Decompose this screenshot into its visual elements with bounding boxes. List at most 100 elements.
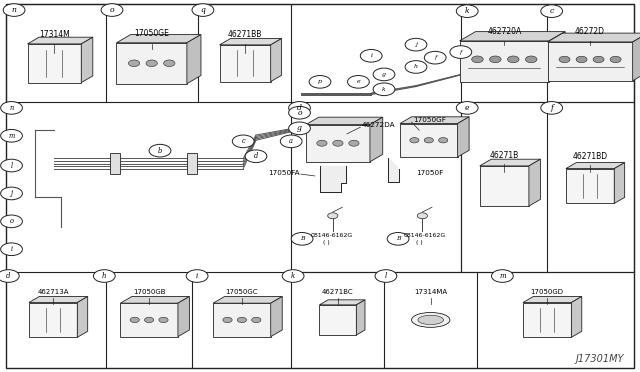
Circle shape <box>508 56 519 63</box>
Text: f: f <box>550 104 553 112</box>
Polygon shape <box>566 163 625 169</box>
Text: d: d <box>6 272 11 280</box>
Circle shape <box>223 317 232 323</box>
Polygon shape <box>116 35 201 43</box>
Polygon shape <box>400 124 458 157</box>
Polygon shape <box>458 117 469 157</box>
Circle shape <box>593 56 604 62</box>
Text: c: c <box>550 7 554 15</box>
Text: 46272DA: 46272DA <box>362 122 396 128</box>
Circle shape <box>1 243 22 256</box>
Circle shape <box>130 317 140 323</box>
Text: 462720A: 462720A <box>487 27 522 36</box>
Circle shape <box>525 56 537 63</box>
Polygon shape <box>271 38 282 81</box>
Polygon shape <box>566 169 614 203</box>
Polygon shape <box>213 303 271 337</box>
Circle shape <box>576 56 587 62</box>
Bar <box>6 4 291 102</box>
Text: 17314M: 17314M <box>39 30 70 39</box>
Circle shape <box>291 232 313 245</box>
Polygon shape <box>523 296 582 302</box>
Polygon shape <box>220 45 271 81</box>
Circle shape <box>289 102 310 114</box>
Text: o: o <box>10 217 13 225</box>
Text: k: k <box>465 7 470 15</box>
Text: 46271BC: 46271BC <box>322 289 354 295</box>
Circle shape <box>387 232 409 245</box>
Text: 17050GD: 17050GD <box>531 289 564 295</box>
Polygon shape <box>28 37 93 44</box>
Bar <box>461 4 634 102</box>
Text: g: g <box>297 124 302 132</box>
Text: 46272D: 46272D <box>575 27 605 36</box>
Text: m: m <box>8 132 15 140</box>
Circle shape <box>456 102 478 114</box>
Circle shape <box>373 68 395 81</box>
Polygon shape <box>178 296 189 337</box>
Circle shape <box>186 270 208 282</box>
Circle shape <box>456 5 478 17</box>
Text: B: B <box>396 236 401 241</box>
Bar <box>291 102 461 272</box>
Polygon shape <box>213 296 282 303</box>
Circle shape <box>610 56 621 62</box>
Polygon shape <box>480 166 529 206</box>
Circle shape <box>424 51 446 64</box>
Text: l: l <box>10 161 13 170</box>
Circle shape <box>333 140 343 146</box>
Text: ( ): ( ) <box>416 240 422 245</box>
Text: ( ): ( ) <box>323 240 330 245</box>
Text: q: q <box>200 6 205 14</box>
Circle shape <box>0 270 19 282</box>
Text: a: a <box>289 137 293 145</box>
Text: l: l <box>385 272 387 280</box>
Circle shape <box>405 61 427 73</box>
Text: 17050GB: 17050GB <box>133 289 165 295</box>
Circle shape <box>237 317 246 323</box>
Circle shape <box>159 317 168 323</box>
Polygon shape <box>271 296 282 337</box>
Circle shape <box>149 144 171 157</box>
Polygon shape <box>220 38 282 45</box>
Circle shape <box>1 215 22 228</box>
Polygon shape <box>28 44 81 83</box>
Text: i: i <box>196 272 198 280</box>
Text: c: c <box>241 137 245 145</box>
Polygon shape <box>319 305 356 335</box>
Circle shape <box>101 4 123 16</box>
Text: e: e <box>465 104 470 112</box>
Text: 17314MA: 17314MA <box>414 289 447 295</box>
Circle shape <box>438 138 448 143</box>
Text: e: e <box>356 79 360 84</box>
Circle shape <box>472 56 483 63</box>
Text: 08146-6162G: 08146-6162G <box>403 232 445 238</box>
Text: d: d <box>297 104 302 112</box>
Text: 17050F: 17050F <box>416 170 444 176</box>
Text: 08146-6162G: 08146-6162G <box>310 232 353 238</box>
Circle shape <box>1 187 22 200</box>
Circle shape <box>245 150 267 163</box>
Polygon shape <box>632 33 640 81</box>
Circle shape <box>348 76 369 88</box>
Text: p: p <box>318 79 322 84</box>
Bar <box>110 153 120 174</box>
Text: 17050GF: 17050GF <box>413 117 445 123</box>
Circle shape <box>405 38 427 51</box>
Polygon shape <box>356 300 365 335</box>
Circle shape <box>1 159 22 172</box>
Circle shape <box>492 270 513 282</box>
Text: f: f <box>460 49 462 55</box>
Polygon shape <box>572 296 582 337</box>
Circle shape <box>192 4 214 16</box>
Circle shape <box>1 102 22 114</box>
Polygon shape <box>548 33 640 42</box>
Circle shape <box>490 56 501 63</box>
Circle shape <box>559 56 570 62</box>
Text: d: d <box>254 152 258 160</box>
Circle shape <box>360 49 382 62</box>
Text: g: g <box>382 72 386 77</box>
Polygon shape <box>116 43 187 84</box>
Polygon shape <box>306 117 383 125</box>
Polygon shape <box>460 32 565 41</box>
